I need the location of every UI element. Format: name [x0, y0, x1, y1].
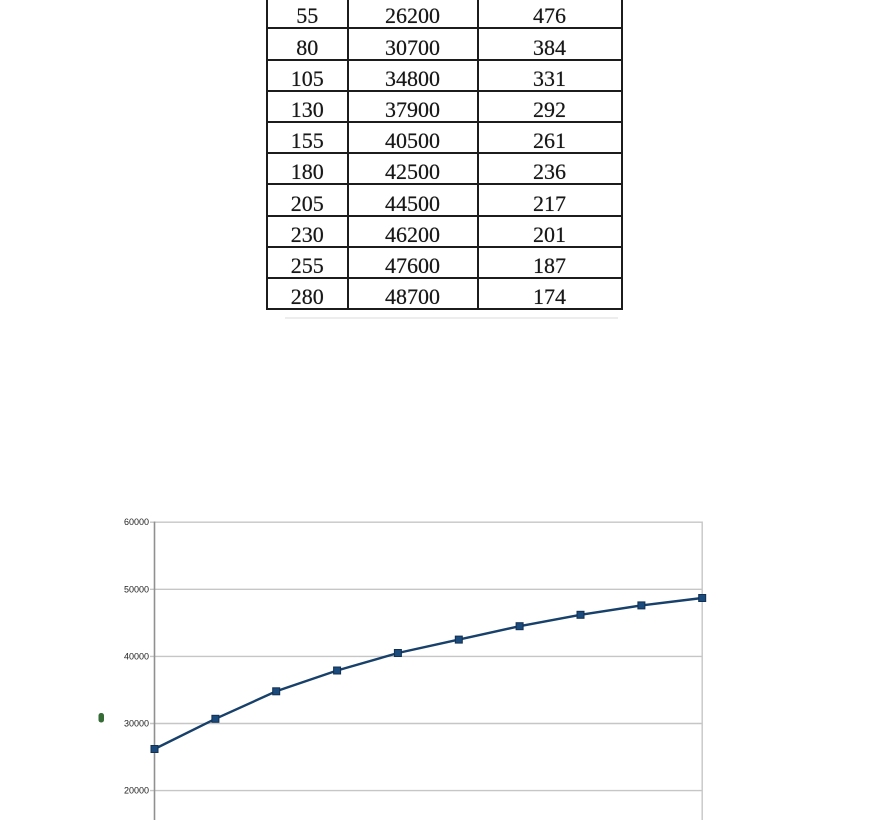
- svg-text:60000: 60000: [124, 517, 149, 527]
- svg-text:20000: 20000: [124, 786, 149, 796]
- svg-text:30000: 30000: [124, 719, 149, 729]
- svg-text:50000: 50000: [124, 584, 149, 594]
- svg-text:40000: 40000: [124, 651, 149, 661]
